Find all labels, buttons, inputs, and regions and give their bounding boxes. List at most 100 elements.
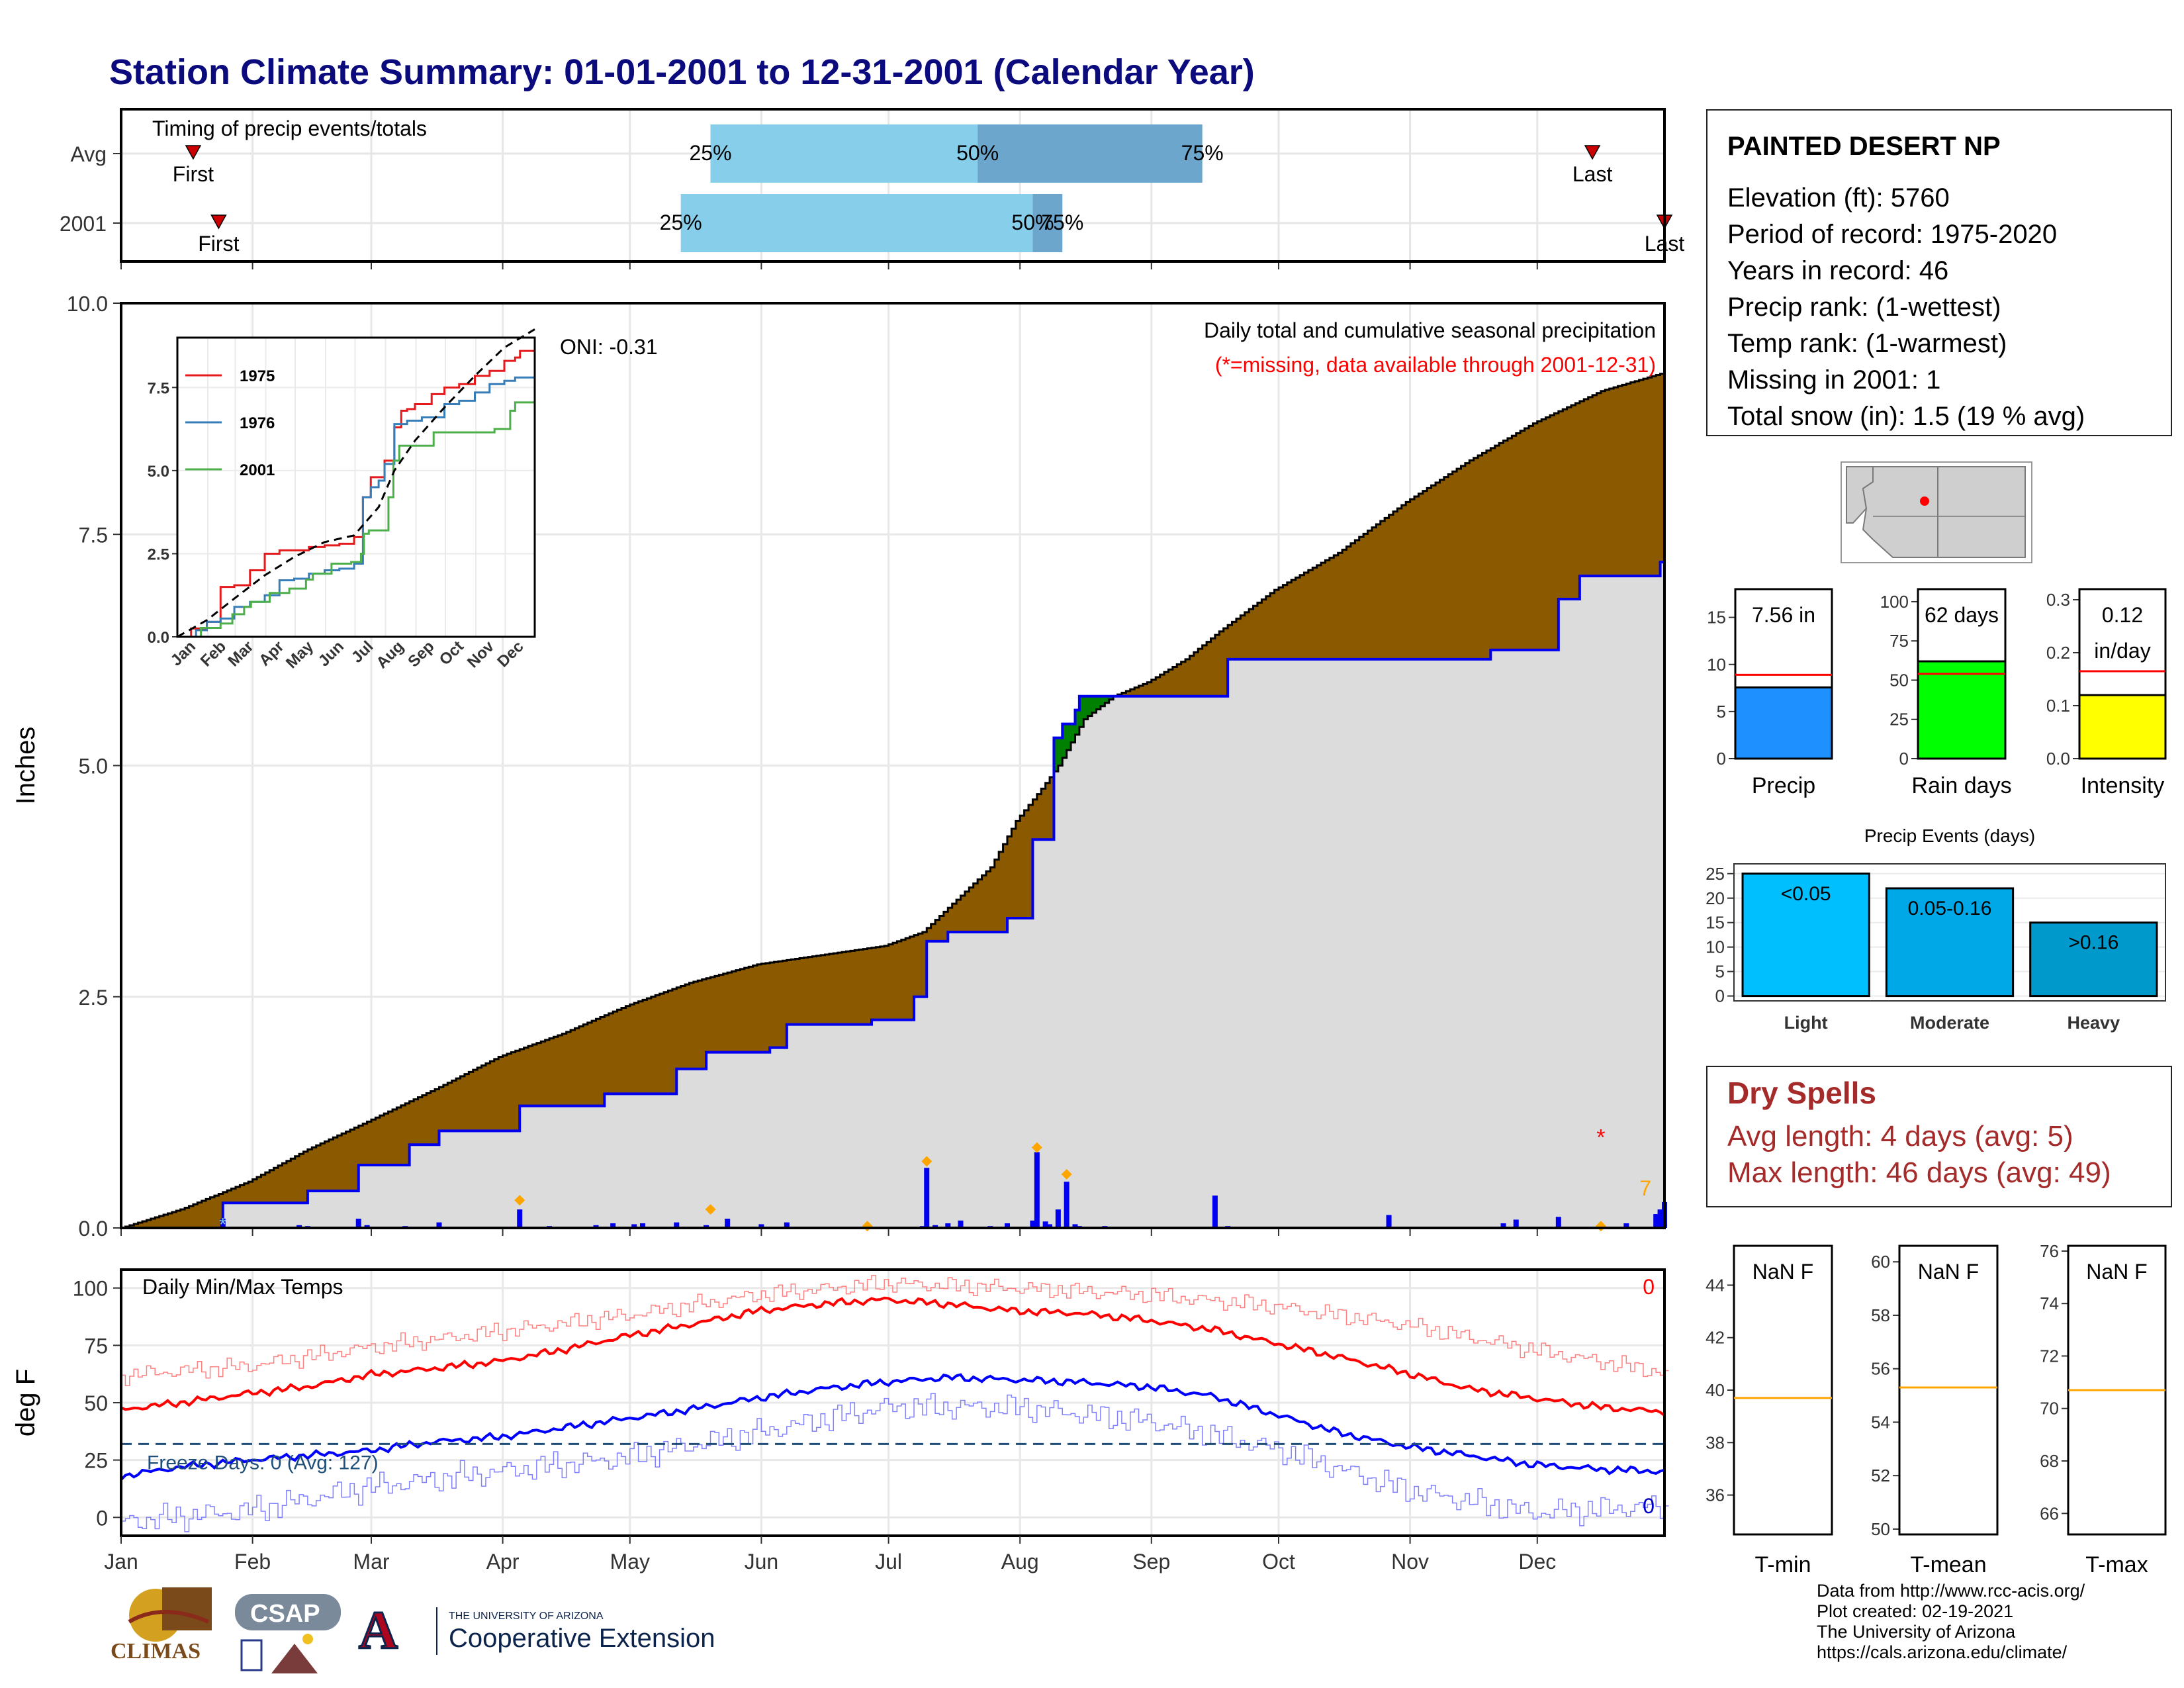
missing-data-marker: *: [1596, 1125, 1605, 1150]
timing-frame: [120, 108, 1666, 263]
month-label: Mar: [353, 1550, 389, 1573]
timing-bar-q25-q50: [710, 124, 978, 183]
timing-label-25: 25%: [689, 141, 731, 165]
precip-events-frame: [1733, 863, 2166, 1002]
daily-precip-bar: [958, 1220, 964, 1228]
precip-events-title: Precip Events (days): [1864, 825, 2035, 846]
csap-cloud-icon: [235, 1594, 341, 1630]
tmax-box-y-tick-label: 66: [2040, 1503, 2059, 1523]
precip-total-value-label: 7.56 in: [1752, 603, 1815, 627]
daily-precip-bar: [1047, 1224, 1053, 1228]
tmin-box-category-label: T-min: [1755, 1552, 1811, 1577]
precip-events-bar-label: 0.05-0.16: [1908, 898, 1992, 919]
inset-frame: [176, 336, 536, 638]
precip-events-category-label: Moderate: [1910, 1013, 1989, 1033]
daily-precip-bar: [784, 1222, 790, 1228]
inset-y-tick-label: 0.0: [148, 629, 169, 647]
precip-events-y-tick-label: 25: [1706, 864, 1725, 884]
tmin-box-value-label: NaN F: [1752, 1260, 1813, 1284]
rain-days-category-label: Rain days: [1911, 773, 2011, 798]
dry-spells-box: Dry Spells Avg length: 4 days (avg: 5) M…: [1706, 1066, 2172, 1207]
tmean-box-y-tick-label: 58: [1871, 1305, 1890, 1325]
dry-spells-avg: Avg length: 4 days (avg: 5): [1727, 1120, 2073, 1152]
tmax-box-y-tick-label: 76: [2040, 1241, 2059, 1261]
snow-marker: *: [219, 1214, 226, 1235]
above-normal-area-top: [1054, 696, 1114, 772]
daily-precip-bar: [1030, 1220, 1036, 1228]
timing-label-75: 75%: [1041, 211, 1083, 234]
precip-events-bar: [2029, 921, 2158, 998]
month-label: Apr: [486, 1550, 520, 1573]
precip-events-bar-label: <0.05: [1781, 883, 1831, 905]
main-chart-subtitle: (*=missing, data available through 2001-…: [1215, 353, 1656, 377]
daily-precip-bar: [364, 1225, 370, 1228]
footer-data-source: Data from http://www.rcc-acis.org/: [1817, 1581, 2085, 1601]
tmin-box-frame: [1733, 1244, 1833, 1536]
inset-series-2001: [177, 385, 536, 638]
daily-precip-bar: [1623, 1223, 1629, 1228]
rain-days-y-tick-label: 50: [1889, 670, 1909, 690]
min-count-label: 0: [1643, 1494, 1655, 1518]
month-label: Sep: [1132, 1550, 1170, 1573]
timing-last-marker: [1584, 145, 1601, 160]
precip-events-bar: [1885, 887, 2015, 998]
main-y-tick-label: 5.0: [79, 755, 108, 778]
csap-mountain-icon: [271, 1644, 318, 1673]
max-count-label: 0: [1643, 1275, 1655, 1299]
inset-legend-label: 2001: [240, 461, 275, 479]
rain-days-bar: [1917, 660, 2007, 760]
extreme-event-marker: [1031, 1142, 1042, 1153]
tmax-box-y-tick-label: 74: [2040, 1293, 2059, 1313]
daily-precip-bar: [933, 1225, 938, 1228]
daily-precip-bar: [1555, 1217, 1561, 1228]
min-temp-line: [120, 1373, 1665, 1481]
daily-precip-bar: [1513, 1219, 1519, 1228]
main-y-tick-label: 2.5: [79, 986, 108, 1009]
station-info-box: PAINTED DESERT NP Elevation (ft): 5760 P…: [1706, 109, 2172, 436]
ua-a-icon: A: [359, 1602, 398, 1660]
timing-bar-q25-q50: [680, 194, 1033, 252]
inset-series-normal: [177, 328, 535, 638]
extreme-event-marker: [1061, 1168, 1072, 1180]
daily-precip-bar: [296, 1225, 302, 1228]
month-axis: Jan Feb Mar Apr May Jun Jul Aug Sep Oct Nov Dec: [104, 1536, 1556, 1573]
precip-total-y-tick-label: 0: [1717, 749, 1726, 769]
temp-panel-title: Daily Min/Max Temps: [142, 1275, 343, 1299]
month-label: Oct: [1262, 1550, 1295, 1573]
oni-label: ONI: -0.31: [560, 335, 658, 359]
intensity-y-tick-label: 0.3: [2046, 590, 2070, 610]
daily-precip-bar: [945, 1223, 951, 1228]
climas-logo-text: CLIMAS: [111, 1639, 201, 1664]
timing-bar-q50-q75: [978, 124, 1203, 183]
footer-credits: Data from http://www.rcc-acis.org/ Plot …: [1817, 1581, 2085, 1663]
daily-precip-bar: [725, 1219, 731, 1228]
timing-first-marker: [185, 145, 202, 160]
tmean-box-frame: [1898, 1244, 1999, 1536]
main-y-axis-label: Inches: [11, 727, 40, 805]
current-cumulative-area: [121, 528, 1664, 1229]
precip-events-category-label: Light: [1784, 1013, 1828, 1033]
daily-precip-bar: [1042, 1221, 1048, 1228]
month-label: Jun: [745, 1550, 779, 1573]
station-years: Years in record: 46: [1727, 256, 1949, 285]
inset-y-tick-label: 2.5: [148, 545, 169, 563]
tmean-box-y-tick-label: 56: [1871, 1359, 1890, 1379]
timing-label-50: 50%: [956, 141, 999, 165]
tmin-box-y-tick-label: 36: [1706, 1485, 1725, 1505]
month-label: Jan: [104, 1550, 138, 1573]
rain-days-y-tick-label: 75: [1889, 631, 1909, 651]
precip-events-bar: [1741, 872, 1870, 998]
daily-precip-bar: [1657, 1209, 1663, 1228]
timing-last-label: Last: [1572, 162, 1613, 186]
temp-y-tick-label: 75: [84, 1334, 108, 1358]
daily-precip-bar: [1212, 1196, 1218, 1228]
max-temp-line: [120, 1296, 1666, 1417]
extreme-event-marker: [514, 1195, 525, 1206]
page-title: Station Climate Summary: 01-01-2001 to 1…: [109, 52, 1255, 92]
daily-precip-bar: [640, 1223, 646, 1228]
temp-y-tick-label: 0: [96, 1506, 108, 1530]
inset-y-tick-label: 5.0: [148, 463, 169, 481]
min-record-line: [121, 1393, 1669, 1532]
intensity-category-label: Intensity: [2081, 773, 2165, 798]
